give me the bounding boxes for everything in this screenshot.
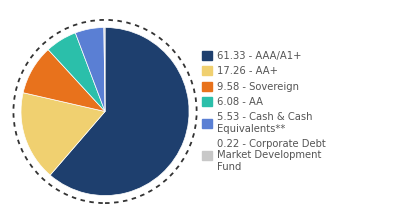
Wedge shape <box>75 27 105 112</box>
Wedge shape <box>104 27 105 112</box>
Legend: 61.33 - AAA/A1+, 17.26 - AA+, 9.58 - Sovereign, 6.08 - AA, 5.53 - Cash & Cash
Eq: 61.33 - AAA/A1+, 17.26 - AA+, 9.58 - Sov… <box>202 51 326 172</box>
Wedge shape <box>50 27 189 196</box>
Wedge shape <box>48 33 105 112</box>
Wedge shape <box>23 50 105 112</box>
Wedge shape <box>21 93 105 175</box>
